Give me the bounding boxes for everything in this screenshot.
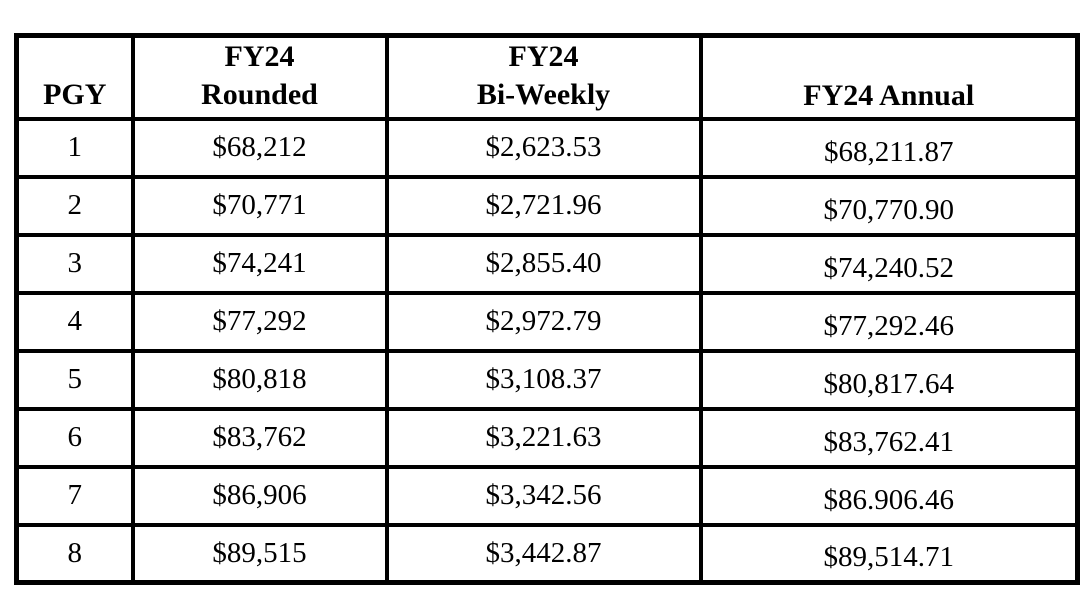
table-row-pgy7: 7 $86,906 $3,342.56 $86.906.46: [14, 464, 1080, 527]
cell-biweekly: $3,221.63: [384, 406, 703, 469]
cell-biweekly: $3,108.37: [384, 348, 703, 411]
table-row-pgy3: 3 $74,241 $2,855.40 $74,240.52: [14, 232, 1080, 295]
cell-annual: $74,240.52: [698, 232, 1080, 295]
cell-biweekly: $2,623.53: [384, 116, 703, 179]
cell-annual: $86.906.46: [698, 464, 1080, 527]
pgy-salary-table: PGY FY24 Rounded FY24 Bi-Weekly FY24 Ann…: [14, 33, 1080, 586]
header-line-biweekly: Bi-Weekly: [476, 77, 611, 111]
cell-rounded: $70,771: [130, 174, 389, 237]
cell-annual: $80,817.64: [698, 348, 1080, 411]
cell-rounded: $68,212: [130, 116, 389, 179]
cell-biweekly: $3,442.87: [384, 522, 703, 585]
cell-annual: $89,514.71: [698, 522, 1080, 585]
table-row-pgy8: 8 $89,515 $3,442.87 $89,514.71: [14, 522, 1080, 585]
header-line-rounded: Rounded: [201, 77, 318, 111]
cell-rounded: $83,762: [130, 406, 389, 469]
cell-pgy: 7: [14, 464, 135, 527]
cell-pgy: 2: [14, 174, 135, 237]
column-header-pgy: PGY: [14, 33, 135, 121]
column-header-fy24-rounded: FY24 Rounded: [130, 33, 389, 121]
cell-rounded: $74,241: [130, 232, 389, 295]
cell-rounded: $77,292: [130, 290, 389, 353]
cell-pgy: 8: [14, 522, 135, 585]
cell-pgy: 6: [14, 406, 135, 469]
cell-annual: $83,762.41: [698, 406, 1080, 469]
cell-annual: $70,770.90: [698, 174, 1080, 237]
header-line-fy24: FY24: [224, 40, 295, 73]
cell-pgy: 1: [14, 116, 135, 179]
column-header-fy24-biweekly: FY24 Bi-Weekly: [384, 33, 703, 121]
cell-biweekly: $2,855.40: [384, 232, 703, 295]
cell-rounded: $86,906: [130, 464, 389, 527]
cell-pgy: 4: [14, 290, 135, 353]
table-row-pgy6: 6 $83,762 $3,221.63 $83,762.41: [14, 406, 1080, 469]
cell-rounded: $89,515: [130, 522, 389, 585]
cell-pgy: 5: [14, 348, 135, 411]
cell-biweekly: $2,721.96: [384, 174, 703, 237]
table-row-pgy5: 5 $80,818 $3,108.37 $80,817.64: [14, 348, 1080, 411]
column-header-fy24-annual: FY24 Annual: [698, 33, 1080, 121]
cell-rounded: $80,818: [130, 348, 389, 411]
header-line-fy24: FY24: [508, 40, 579, 73]
cell-biweekly: $3,342.56: [384, 464, 703, 527]
cell-annual: $77,292.46: [698, 290, 1080, 353]
cell-annual: $68,211.87: [698, 116, 1080, 179]
table-row-pgy2: 2 $70,771 $2,721.96 $70,770.90: [14, 174, 1080, 237]
table-row-pgy4: 4 $77,292 $2,972.79 $77,292.46: [14, 290, 1080, 353]
cell-pgy: 3: [14, 232, 135, 295]
table-row-pgy1: 1 $68,212 $2,623.53 $68,211.87: [14, 116, 1080, 179]
header-row: PGY FY24 Rounded FY24 Bi-Weekly FY24 Ann…: [14, 33, 1080, 121]
cell-biweekly: $2,972.79: [384, 290, 703, 353]
